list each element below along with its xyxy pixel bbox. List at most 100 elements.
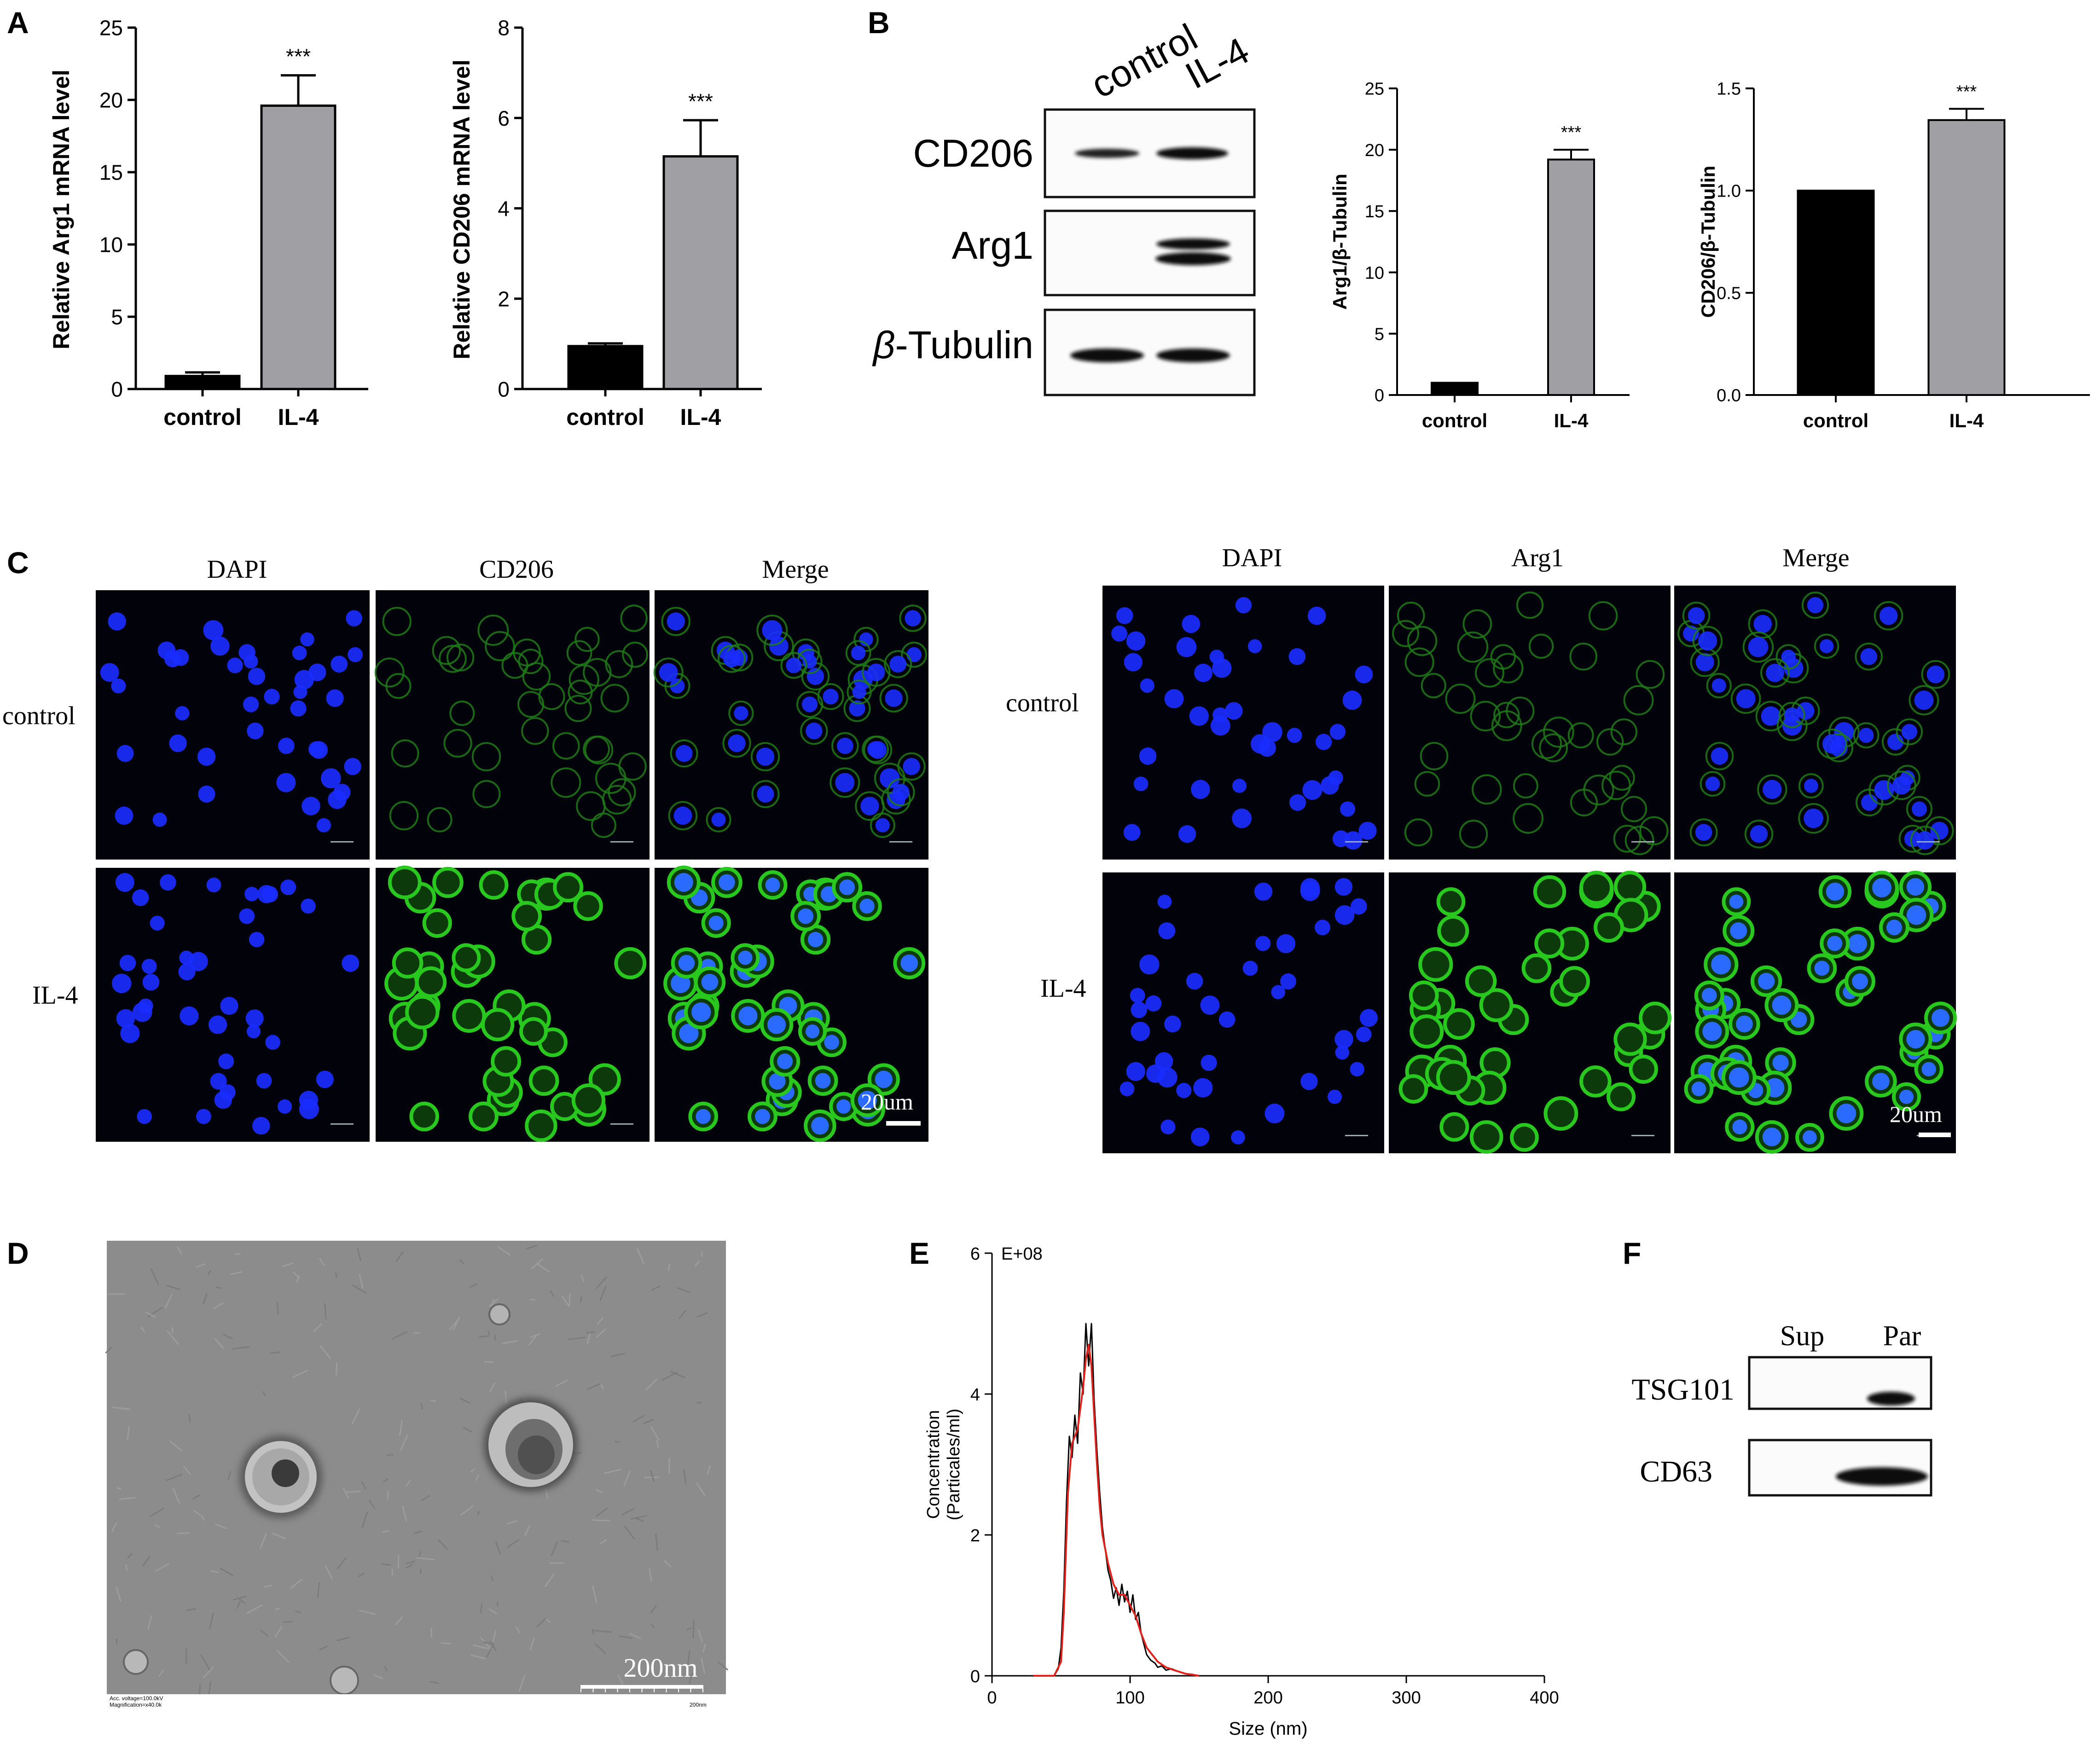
tem-grain <box>460 1505 474 1516</box>
tem-grain <box>147 1615 152 1630</box>
cell-membrane <box>1543 1096 1578 1131</box>
tem-grain <box>701 1657 706 1674</box>
tem-grain <box>470 1468 476 1473</box>
tem-grain <box>391 1569 394 1575</box>
panel-letter-e: E <box>909 1236 929 1270</box>
cell-nucleus <box>265 1034 280 1050</box>
cell-membrane <box>620 604 648 632</box>
cell-nucleus <box>1848 934 1868 953</box>
cell-membrane <box>1853 722 1880 749</box>
tem-grain <box>623 1470 631 1487</box>
cell-nucleus <box>1691 1081 1706 1097</box>
tem-grain <box>313 1323 323 1332</box>
tem-grain <box>158 1669 164 1677</box>
cell-nucleus <box>806 668 824 685</box>
cell-nucleus <box>302 796 320 816</box>
tem-grain <box>600 1383 604 1389</box>
bar <box>260 105 336 390</box>
y-tick-label: 5 <box>1375 325 1384 344</box>
cell-nucleus <box>244 654 258 669</box>
cell-membrane <box>521 717 549 745</box>
tem-grain <box>683 1469 686 1484</box>
cell-membrane <box>1798 773 1824 799</box>
cell-nucleus <box>1892 776 1911 795</box>
tem-grain <box>169 1440 183 1452</box>
cell-nucleus <box>197 747 216 766</box>
cell-nucleus <box>1915 831 1934 850</box>
cell-nucleus <box>1695 653 1714 672</box>
tem-grain <box>215 1286 221 1289</box>
tem-grain <box>555 1379 568 1387</box>
cell-nucleus <box>1280 973 1296 990</box>
col-label-merge-right: Merge <box>1782 544 1849 572</box>
cell-nucleus <box>839 879 855 895</box>
micro-tile <box>376 590 650 860</box>
cell-nucleus <box>1695 824 1712 841</box>
cell-nucleus <box>889 656 907 673</box>
cell-membrane <box>780 652 807 679</box>
y-tick-label: 6 <box>498 106 510 130</box>
tem-grain <box>530 1258 544 1270</box>
cell-nucleus <box>867 663 885 681</box>
cell-membrane <box>800 717 828 745</box>
cell-membrane <box>1887 771 1916 800</box>
cell-membrane <box>485 631 515 662</box>
cell-membrane <box>1925 816 1954 846</box>
cell-nucleus <box>1736 1015 1753 1033</box>
cell-nucleus <box>1255 936 1271 951</box>
blot-row-cd206: CD206 <box>913 132 1033 175</box>
tem-grain <box>529 1333 540 1339</box>
tem-grain <box>549 1290 555 1297</box>
cell-membrane <box>525 1109 557 1142</box>
row-label-control-left: control <box>2 702 75 730</box>
tem-grain <box>718 1662 729 1671</box>
cell-nucleus <box>1762 1127 1781 1146</box>
cell-membrane <box>1475 658 1504 688</box>
tem-grain <box>568 1336 586 1340</box>
cell-nucleus <box>264 689 280 705</box>
cell-membrane <box>519 1017 548 1046</box>
tem-grain <box>624 1525 635 1540</box>
cell-membrane <box>600 684 629 713</box>
cell-membrane <box>1779 702 1805 728</box>
micro-scale-mark <box>889 841 912 843</box>
tem-grain <box>359 1610 376 1615</box>
cell-nucleus <box>678 954 695 971</box>
tem-texture <box>105 1244 729 1699</box>
cell-membrane <box>1689 818 1718 847</box>
tem-grain <box>650 1623 655 1628</box>
cell-nucleus <box>344 758 361 775</box>
tem-grain <box>418 1551 422 1557</box>
cell-nucleus <box>1242 960 1258 976</box>
tem-grain <box>502 1340 518 1345</box>
cell-nucleus <box>196 1109 211 1124</box>
cell-nucleus <box>1157 1067 1178 1088</box>
bar <box>662 155 739 390</box>
cell-nucleus <box>119 954 136 971</box>
cell-membrane <box>576 791 606 821</box>
cell-nucleus <box>1334 1030 1353 1049</box>
cell-nucleus <box>1803 1130 1817 1145</box>
tem-grain <box>688 1673 693 1684</box>
cell-nucleus <box>1231 1130 1245 1145</box>
tem-grain <box>441 1642 451 1644</box>
multiplier-label: E+08 <box>1001 1244 1043 1264</box>
tem-grain <box>203 1666 215 1679</box>
scale-label-c-left: 20um <box>861 1089 913 1115</box>
cell-nucleus <box>1287 727 1302 743</box>
micro-scale-mark <box>610 1123 633 1125</box>
cell-membrane <box>1613 1023 1647 1056</box>
cell-membrane <box>750 742 780 772</box>
band <box>1156 349 1230 362</box>
cell-membrane <box>591 813 616 838</box>
tem-grain <box>490 1575 493 1581</box>
cell-nucleus <box>292 645 307 661</box>
x-tick-label: control <box>163 404 241 430</box>
tem-grain <box>402 1505 407 1522</box>
cell-nucleus <box>1288 648 1306 665</box>
cell-nucleus <box>1126 1062 1145 1081</box>
cell-membrane <box>653 657 684 688</box>
tem-grain <box>186 1608 197 1611</box>
cell-nucleus <box>807 932 824 947</box>
cell-membrane <box>879 684 908 713</box>
